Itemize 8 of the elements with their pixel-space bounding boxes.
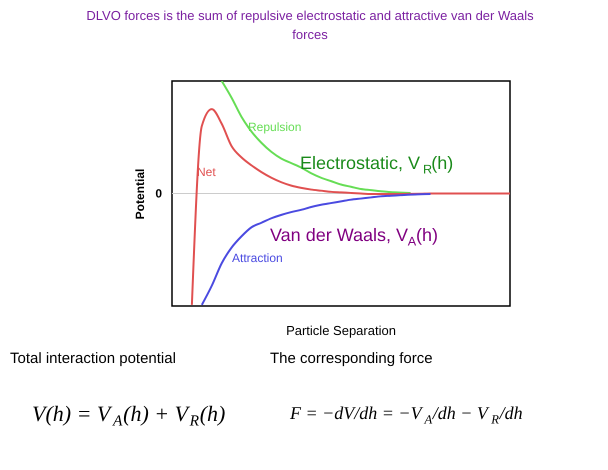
y-axis-title: Potential: [133, 168, 147, 220]
text: The corresponding force: [270, 350, 433, 367]
chart-title: DLVO forces is the sum of repulsive electrostatic and attractive van der Waals forces: [86, 8, 534, 42]
x-axis-title: Particle Separation: [286, 323, 396, 338]
series-label: Attraction: [232, 251, 283, 265]
series-label: Repulsion: [248, 120, 302, 134]
ref-line-label: 0: [155, 186, 162, 200]
text: Total interaction potential: [10, 350, 176, 367]
